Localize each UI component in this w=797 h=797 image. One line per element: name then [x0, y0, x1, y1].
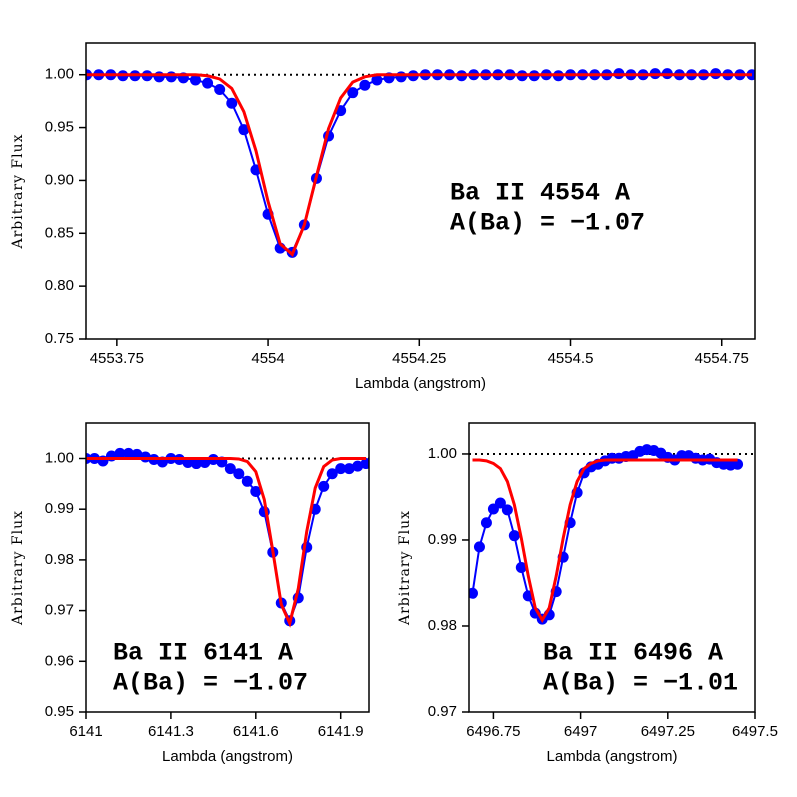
annotation: Ba II 6496 A — [543, 639, 723, 668]
x-axis-label: Lambda (angstrom) — [547, 748, 678, 765]
observed-point — [226, 97, 238, 109]
annotation: A(Ba) = −1.01 — [543, 669, 738, 698]
observed-point — [352, 460, 364, 472]
observed-line — [86, 72, 752, 254]
observed-point — [114, 447, 126, 459]
x-tick-label: 4553.75 — [90, 350, 144, 367]
observed-point — [395, 71, 407, 83]
plot-area — [86, 447, 369, 628]
annotation: Ba II 6141 A — [113, 639, 293, 668]
y-tick-label: 0.90 — [45, 171, 74, 188]
y-tick-label: 0.75 — [45, 330, 74, 347]
observed-point — [469, 587, 478, 599]
plot-area — [469, 444, 755, 625]
observed-point — [501, 504, 513, 516]
x-axis-label: Lambda (angstrom) — [355, 375, 486, 392]
observed-point — [153, 71, 165, 83]
x-tick-label: 6141 — [69, 723, 102, 740]
observed-point — [343, 463, 355, 475]
observed-point — [359, 79, 371, 91]
observed-point — [214, 84, 226, 96]
annotation: Ba II 4554 A — [450, 179, 630, 208]
x-tick-label: 6497 — [564, 723, 597, 740]
observed-point — [318, 480, 330, 492]
observed-point — [224, 463, 236, 475]
observed-point — [480, 517, 492, 529]
observed-point — [515, 562, 527, 573]
y-tick-label: 0.85 — [45, 224, 74, 241]
y-tick-label: 0.99 — [428, 531, 457, 548]
x-tick-label: 6141.6 — [233, 723, 279, 740]
observed-point — [190, 458, 202, 470]
model-line — [86, 73, 752, 257]
y-axis-label: Arbitrary Flux — [397, 510, 413, 626]
x-tick-label: 4554.25 — [392, 350, 446, 367]
observed-point — [202, 77, 214, 89]
observed-point — [508, 530, 520, 542]
y-tick-label: 0.98 — [428, 617, 457, 634]
observed-point — [250, 485, 262, 497]
model-line — [472, 458, 738, 623]
observed-point — [371, 74, 383, 86]
y-tick-label: 0.96 — [45, 652, 74, 669]
observed-point — [473, 541, 485, 553]
model-line — [86, 456, 367, 628]
y-tick-label: 0.99 — [45, 500, 74, 517]
y-tick-label: 0.97 — [428, 703, 457, 720]
observed-point — [233, 468, 245, 480]
plot-frame — [85, 42, 756, 340]
x-tick-label: 4554 — [251, 350, 284, 367]
observed-point — [326, 468, 338, 480]
annotation: A(Ba) = −1.07 — [450, 209, 645, 238]
y-tick-label: 0.95 — [45, 703, 74, 720]
y-tick-label: 0.95 — [45, 119, 74, 136]
observed-point — [732, 458, 744, 470]
x-tick-label: 4554.75 — [695, 350, 749, 367]
observed-point — [165, 71, 177, 83]
observed-point — [347, 87, 359, 99]
observed-point — [360, 458, 369, 470]
observed-point — [335, 463, 347, 475]
y-axis-label: Arbitrary Flux — [10, 510, 26, 626]
annotation: A(Ba) = −1.07 — [113, 669, 308, 698]
x-tick-label: 6141.3 — [148, 723, 194, 740]
y-axis-label: Arbitrary Flux — [10, 133, 26, 249]
x-tick-label: 6497.5 — [732, 723, 778, 740]
observed-point — [241, 475, 253, 487]
x-tick-label: 6497.25 — [641, 723, 695, 740]
y-tick-label: 0.97 — [45, 602, 74, 619]
observed-point — [122, 447, 134, 459]
x-tick-label: 6141.9 — [318, 723, 364, 740]
observed-point — [494, 497, 506, 509]
y-tick-label: 0.98 — [45, 551, 74, 568]
plot-frame — [468, 422, 756, 713]
plot-frame — [85, 422, 370, 713]
x-tick-label: 4554.5 — [548, 350, 594, 367]
y-tick-label: 1.00 — [45, 449, 74, 466]
plot-area — [86, 68, 755, 258]
observed-line — [86, 452, 367, 624]
x-tick-label: 6496.75 — [466, 723, 520, 740]
x-axis-label: Lambda (angstrom) — [162, 748, 293, 765]
observed-point — [189, 74, 201, 86]
y-tick-label: 1.00 — [45, 66, 74, 83]
y-tick-label: 0.80 — [45, 277, 74, 294]
y-tick-label: 1.00 — [428, 445, 457, 462]
observed-point — [238, 124, 250, 136]
